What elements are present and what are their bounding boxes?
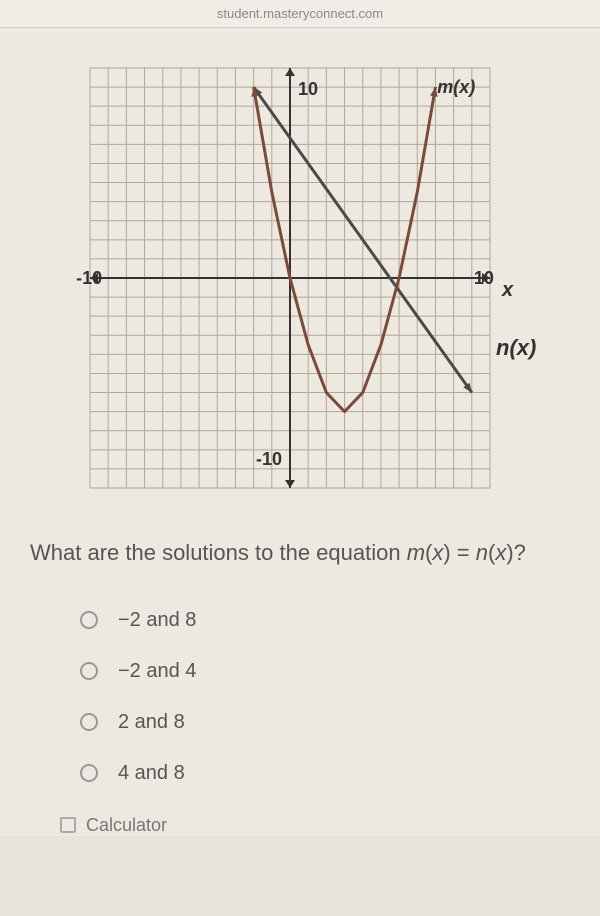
option-2[interactable]: −2 and 4 xyxy=(80,660,600,683)
radio-icon xyxy=(80,611,98,629)
svg-text:-10: -10 xyxy=(76,268,102,288)
option-label: 2 and 8 xyxy=(118,711,185,734)
calculator-icon xyxy=(60,817,76,833)
svg-text:-10: -10 xyxy=(256,449,282,469)
graph: -10 10 10 -10 x m(x) n(x) xyxy=(60,38,560,518)
svg-text:10: 10 xyxy=(298,79,318,99)
question-text: What are the solutions to the equation m… xyxy=(30,538,570,569)
radio-icon xyxy=(80,764,98,782)
svg-text:10: 10 xyxy=(474,268,494,288)
radio-icon xyxy=(80,713,98,731)
chart-container: -10 10 10 -10 x m(x) n(x) xyxy=(60,28,540,518)
calculator-link[interactable]: Calculator xyxy=(60,815,600,836)
svg-text:m(x): m(x) xyxy=(437,77,475,97)
option-label: −2 and 8 xyxy=(118,609,196,632)
option-label: 4 and 8 xyxy=(118,762,185,785)
calculator-label: Calculator xyxy=(86,815,167,836)
options-list: −2 and 8 −2 and 4 2 and 8 4 and 8 xyxy=(80,609,600,785)
svg-text:n(x): n(x) xyxy=(496,335,536,360)
option-1[interactable]: −2 and 8 xyxy=(80,609,600,632)
radio-icon xyxy=(80,662,98,680)
svg-text:x: x xyxy=(501,279,514,301)
url-text: student.masteryconnect.com xyxy=(217,6,383,21)
browser-url-bar: student.masteryconnect.com xyxy=(0,0,600,28)
option-label: −2 and 4 xyxy=(118,660,196,683)
option-4[interactable]: 4 and 8 xyxy=(80,762,600,785)
content: -10 10 10 -10 x m(x) n(x) What are the solutio… xyxy=(0,28,600,836)
option-3[interactable]: 2 and 8 xyxy=(80,711,600,734)
